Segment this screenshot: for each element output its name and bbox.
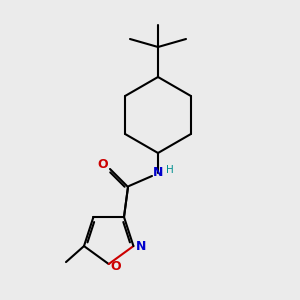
Text: O: O [98, 158, 108, 170]
Text: H: H [166, 165, 174, 175]
Text: N: N [136, 240, 147, 253]
Text: O: O [110, 260, 121, 272]
Text: N: N [153, 167, 163, 179]
